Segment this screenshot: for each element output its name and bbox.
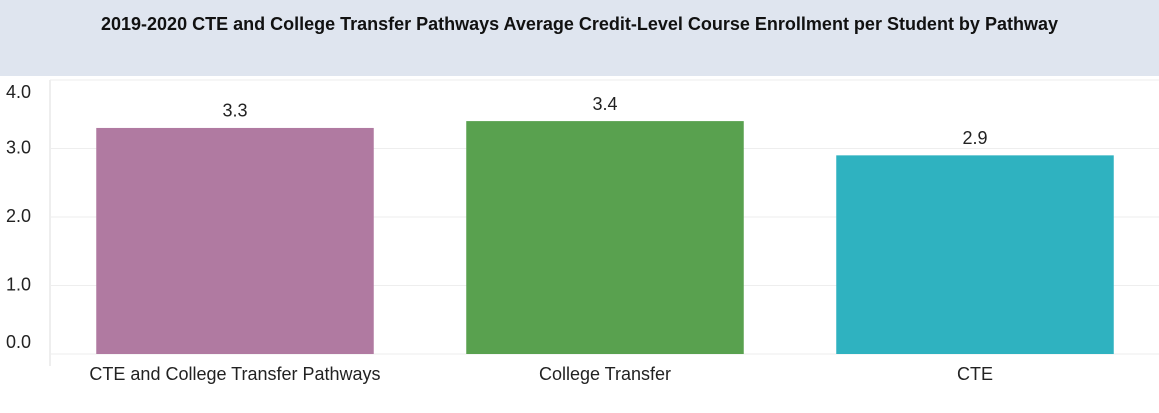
y-tick-label: 4.0 — [6, 82, 31, 102]
chart-title: 2019-2020 CTE and College Transfer Pathw… — [0, 0, 1159, 76]
bar — [836, 155, 1114, 354]
x-tick-label: CTE and College Transfer Pathways — [89, 364, 381, 384]
x-tick-label: CTE — [957, 364, 993, 384]
bar — [466, 121, 744, 354]
data-label: 2.9 — [962, 128, 987, 148]
y-tick-label: 0.0 — [6, 332, 31, 352]
bar — [96, 127, 374, 354]
y-tick-label: 2.0 — [6, 206, 31, 226]
x-tick-label: College Transfer — [538, 364, 672, 384]
data-label: 3.3 — [222, 101, 247, 121]
y-tick-label: 3.0 — [6, 137, 31, 157]
data-label: 3.4 — [592, 94, 617, 114]
y-tick-label: 1.0 — [6, 274, 31, 294]
